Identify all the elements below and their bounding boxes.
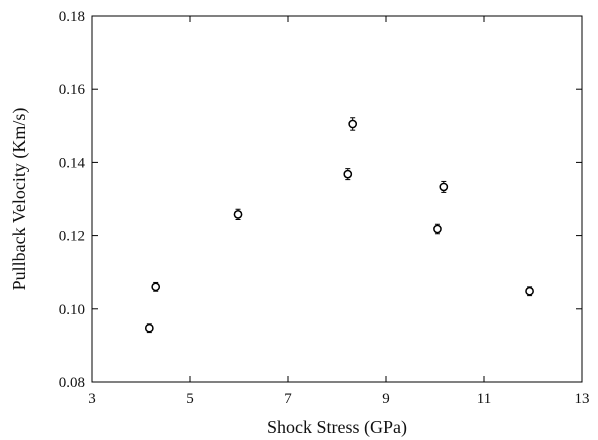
data-point-marker — [144, 323, 154, 333]
x-tick-label: 13 — [575, 391, 590, 407]
data-point-marker — [525, 286, 534, 296]
data-point-marker — [433, 224, 442, 234]
data-point — [348, 117, 358, 131]
x-tick-label: 3 — [88, 391, 96, 407]
y-tick-label: 0.12 — [59, 229, 85, 245]
data-point — [433, 223, 442, 235]
data-point-marker — [348, 119, 358, 129]
data-points — [144, 117, 534, 334]
y-tick-label: 0.18 — [59, 9, 85, 25]
x-tick-label: 5 — [186, 391, 194, 407]
y-tick-label: 0.08 — [59, 375, 85, 391]
x-tick-label: 9 — [382, 391, 390, 407]
data-point — [439, 180, 449, 193]
plot-area — [91, 15, 583, 383]
x-tick-label: 7 — [284, 391, 292, 407]
y-tick-label: 0.10 — [59, 302, 85, 318]
x-axis-title: Shock Stress (GPa) — [267, 417, 407, 438]
y-tick-label: 0.14 — [59, 155, 86, 171]
data-point — [525, 286, 534, 297]
y-axis-title: Pullback Velocity (Km/s) — [9, 108, 30, 291]
data-point — [151, 281, 161, 292]
x-tick-label: 11 — [477, 391, 491, 407]
x-axis: 3 5 7 9 11 13 — [88, 16, 590, 407]
data-point-marker — [151, 282, 161, 292]
data-point-marker — [343, 169, 353, 179]
data-point — [343, 168, 353, 181]
y-axis: 0.08 0.10 0.12 0.14 0.16 0.18 — [59, 9, 582, 391]
y-tick-label: 0.16 — [59, 82, 86, 98]
data-point — [233, 208, 243, 220]
data-point-marker — [439, 182, 449, 192]
data-point-marker — [233, 210, 243, 219]
data-point — [144, 323, 154, 334]
